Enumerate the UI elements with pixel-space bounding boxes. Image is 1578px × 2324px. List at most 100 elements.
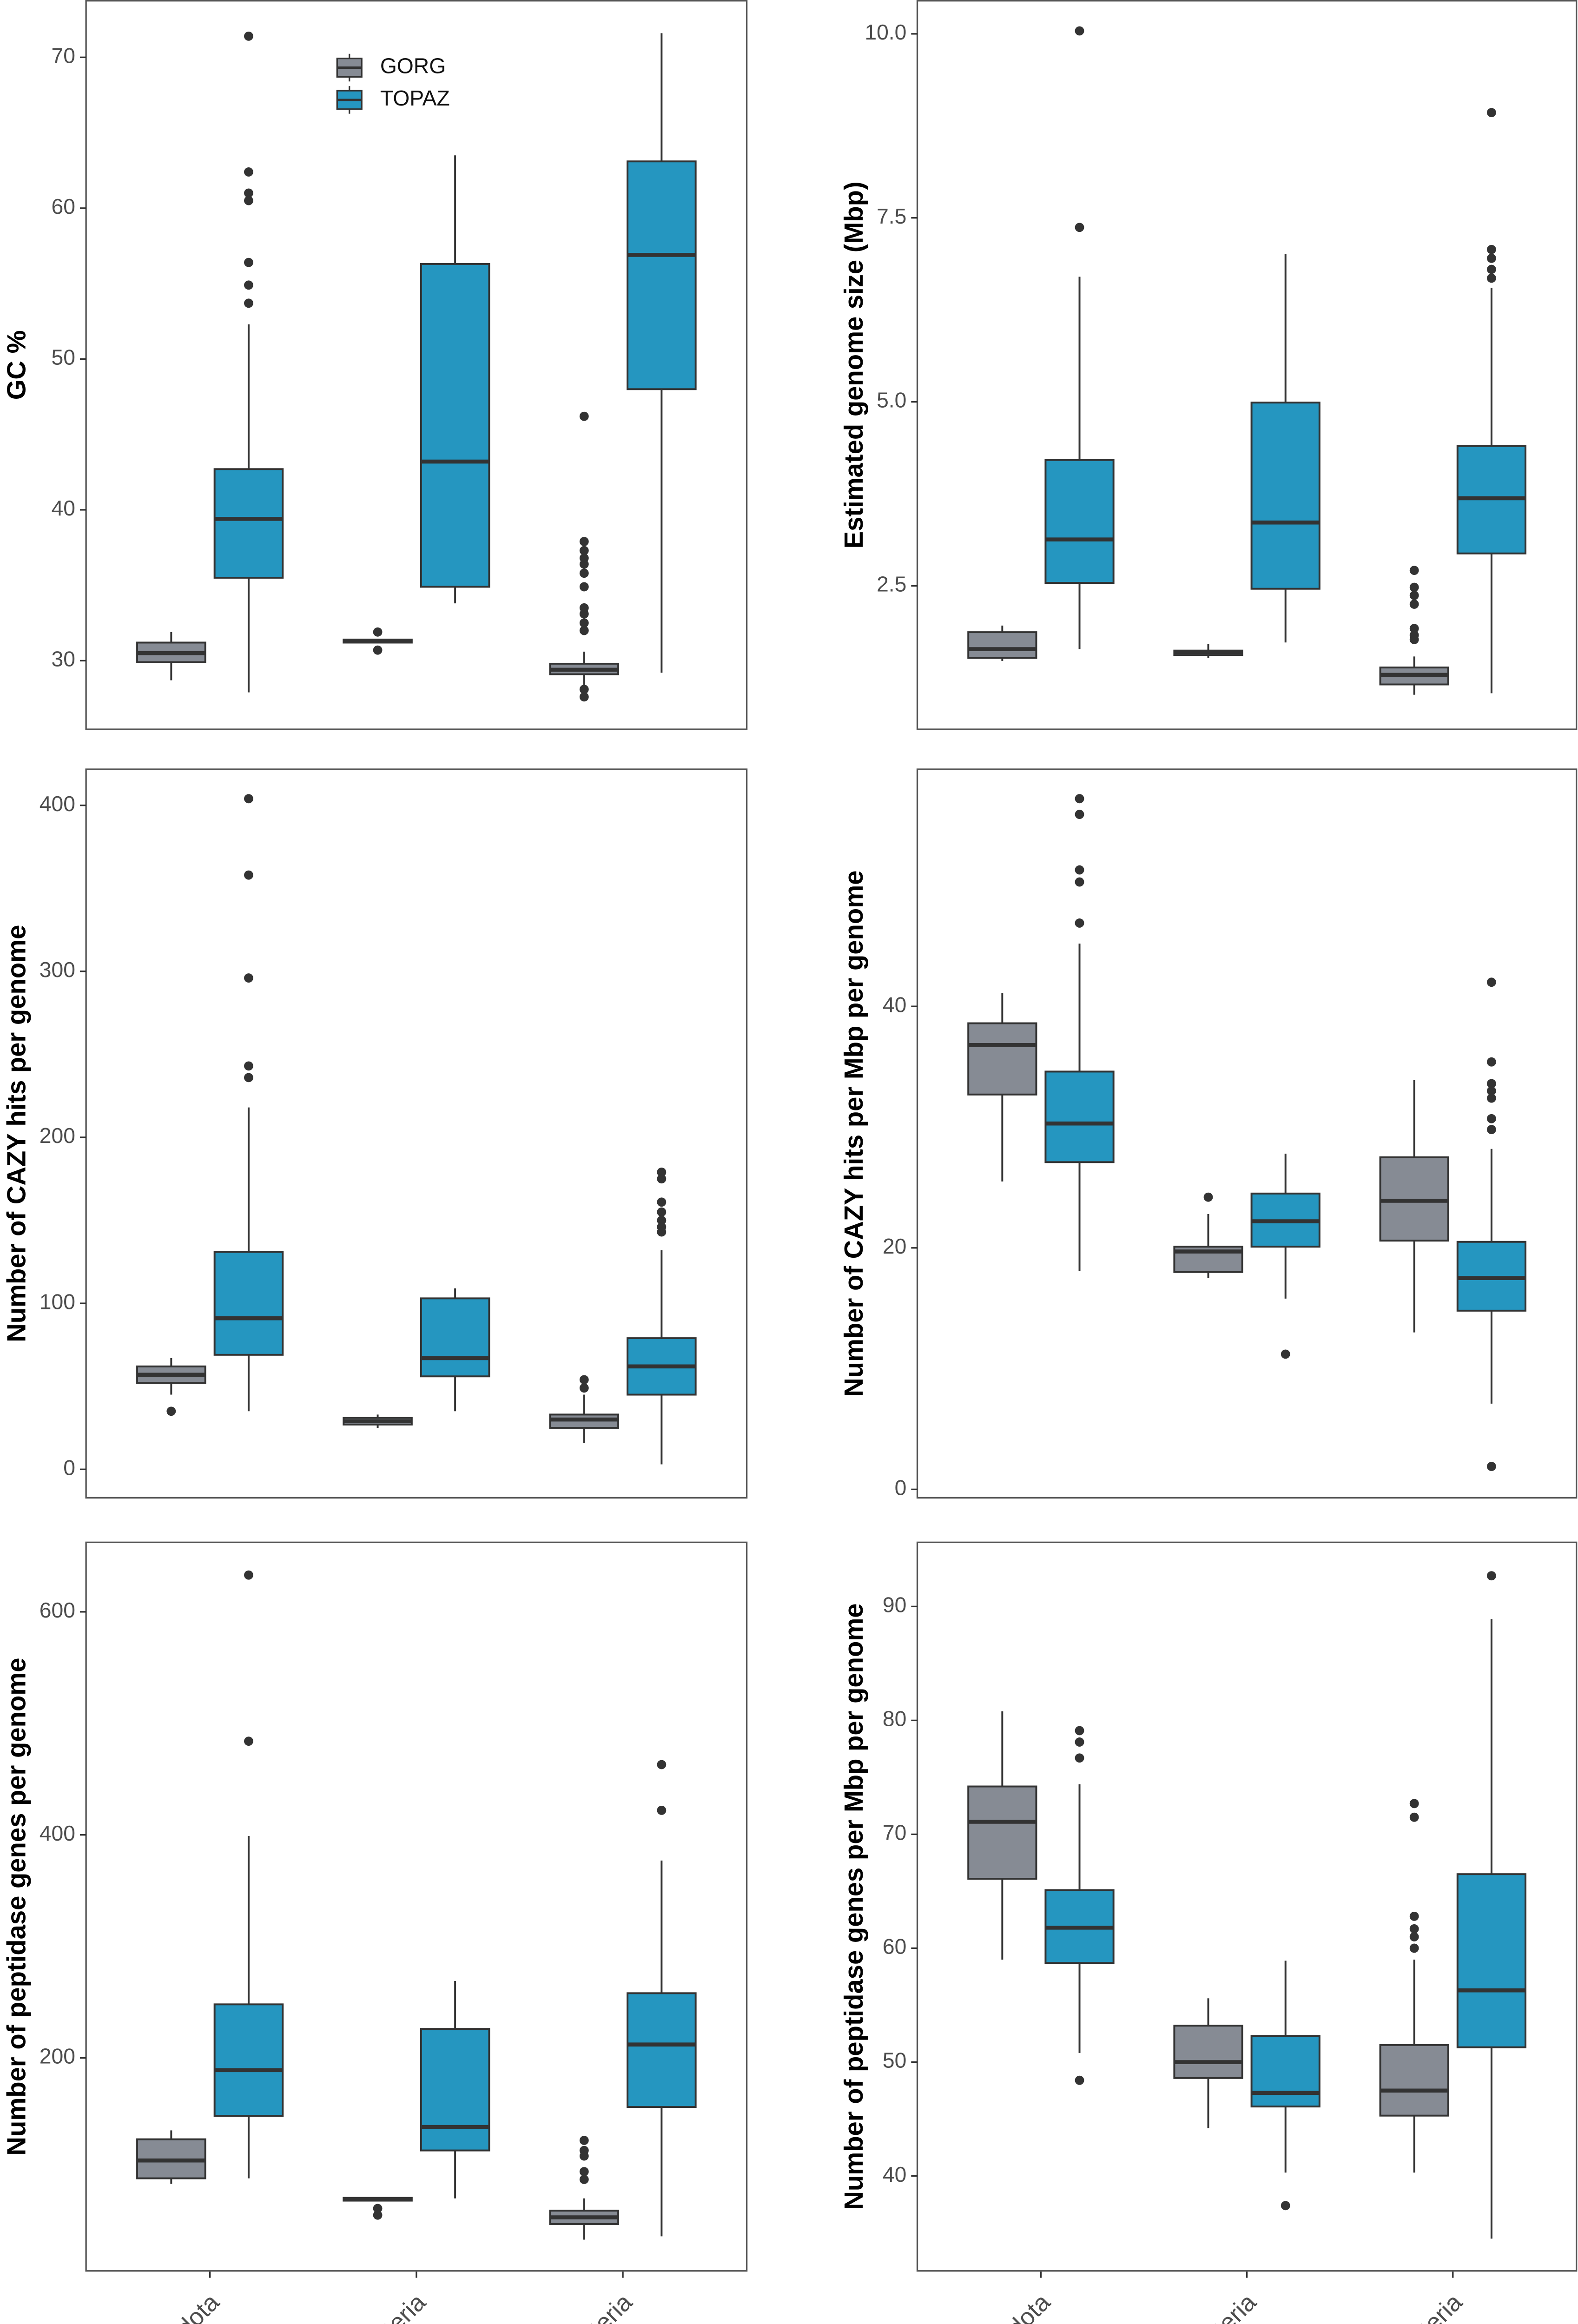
outlier [244,196,253,205]
outlier [1486,244,1496,254]
outlier [579,546,589,555]
outlier [1075,918,1084,928]
outlier [657,1197,667,1207]
outlier [579,2167,589,2177]
outlier [1409,582,1419,592]
outlier [1409,600,1419,609]
legend-label: TOPAZ [380,86,450,110]
outlier [1075,865,1084,875]
outlier [1281,2201,1290,2211]
box [1250,402,1321,590]
y-tick-label: 70 [883,1821,906,1845]
plot-area [916,0,1578,730]
box [1250,2035,1321,2108]
y-axis-label: GC % [2,330,31,400]
y-tick-label: 70 [52,44,75,68]
y-tick-label: 0 [895,1476,907,1500]
y-axis-label: Estimated genome size (Mbp) [839,181,868,548]
x-tick-label: Cyanobacteria [300,2288,431,2324]
outlier [244,794,253,804]
y-tick-label: 5.0 [877,388,906,412]
y-tick-label: 10.0 [865,20,906,44]
x-tick-label: Proteobacteria [505,2288,638,2324]
outlier [244,1736,253,1746]
outlier [373,627,383,637]
outlier [579,568,589,578]
y-axis-label: Number of peptidase genes per Mbp per ge… [839,1603,868,2210]
outlier [1486,1079,1496,1089]
outlier [166,1406,176,1416]
outlier [1409,635,1419,644]
y-tick-label: 50 [883,2048,906,2073]
outlier [579,609,589,619]
outlier [1409,1924,1419,1934]
outlier [1409,1943,1419,1953]
box [627,1992,697,2108]
outlier [657,1207,667,1217]
outlier [1075,877,1084,887]
y-tick-label: 90 [883,1593,906,1617]
outlier [244,167,253,177]
outlier [579,537,589,546]
outlier [1075,1753,1084,1763]
outlier [1409,624,1419,634]
outlier [244,280,253,290]
y-tick-label: 40 [52,496,75,520]
panel: 2.5 5.0 7.5 10.0 Estimated genome size (Mbp) [839,0,1578,730]
y-tick-label: 200 [40,1123,75,1148]
y-tick-label: 40 [883,2162,906,2186]
box [420,1297,490,1378]
box [967,1022,1037,1096]
outlier [657,1227,667,1237]
outlier [657,1174,667,1184]
outlier [1075,223,1084,232]
outlier [1486,1086,1496,1096]
box [420,2028,490,2152]
outlier [1075,26,1084,36]
y-tick-label: 80 [883,1707,906,1731]
box [1173,2025,1243,2079]
outlier [1486,264,1496,274]
panel: 40 50 60 70 80 90 Number of peptidase genes pe… [839,1541,1578,2324]
outlier [1486,253,1496,263]
outlier [244,973,253,983]
outlier [244,31,253,41]
panel: 30 40 50 60 70 GC % GORG TOPAZ [2,0,748,730]
outlier [1409,566,1419,575]
outlier [579,559,589,569]
outlier [579,411,589,421]
outlier [579,1375,589,1385]
y-tick-label: 400 [40,1821,75,1845]
outlier [244,1061,253,1071]
y-tick-label: 50 [52,345,75,370]
plot-area [916,768,1578,1499]
outlier [1281,1349,1290,1359]
outlier [579,626,589,635]
panel: 200 400 600 Number of peptidase genes per g… [2,1541,748,2324]
outlier [579,618,589,628]
y-tick-label: 20 [883,1234,906,1258]
y-tick-label: 30 [52,647,75,671]
outlier [1409,591,1419,600]
box [420,263,490,588]
outlier [1486,1093,1496,1103]
outlier [1486,273,1496,283]
y-tick-label: 0 [63,1455,75,1479]
box [1379,2044,1449,2117]
outlier [244,257,253,267]
box [213,2003,284,2117]
box [967,1785,1037,1880]
outlier [657,1168,667,1177]
y-tick-label: 60 [883,1934,906,1959]
outlier [1075,1726,1084,1736]
y-tick-label: 200 [40,2044,75,2068]
y-tick-label: 400 [40,792,75,816]
outlier [579,2151,589,2161]
y-axis-label: Number of CAZY hits per Mbp per genome [839,871,868,1397]
outlier [1075,2075,1084,2085]
y-tick-label: 300 [40,957,75,982]
outlier [657,1215,667,1225]
outlier [1203,1192,1213,1202]
outlier [1409,1911,1419,1921]
